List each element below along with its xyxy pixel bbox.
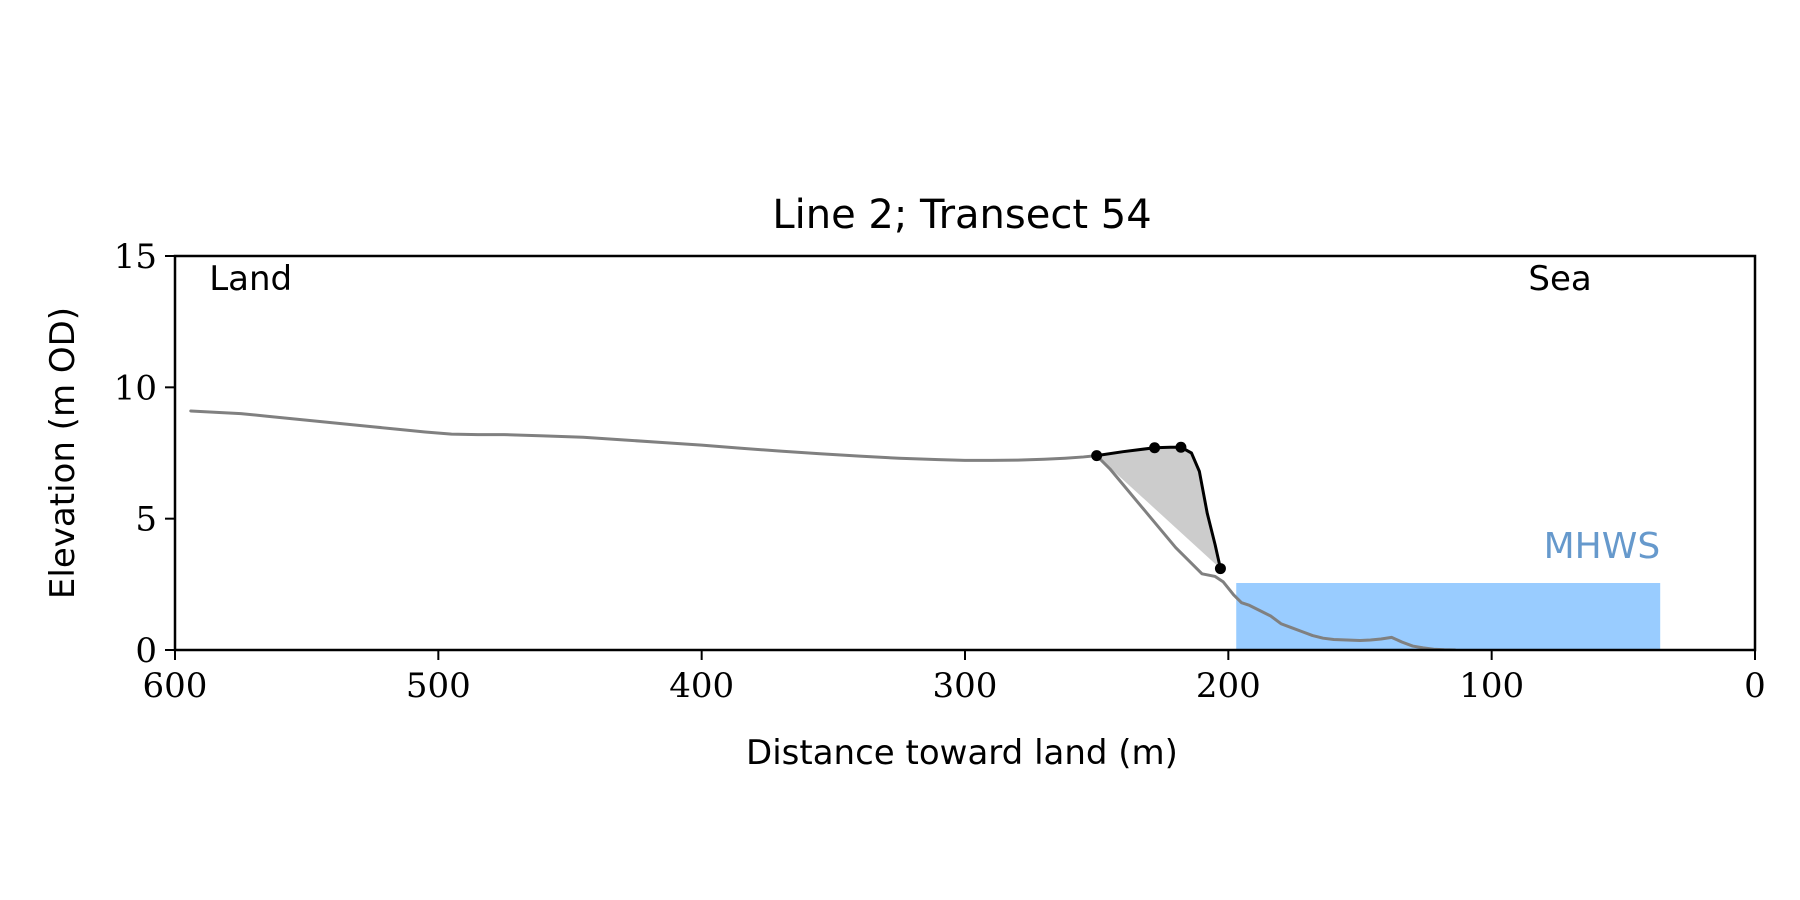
chart-title: Line 2; Transect 54 [772,192,1151,238]
plot-area [189,409,1661,650]
annotations: Land Sea MHWS [209,259,1660,567]
profile-marker [1214,563,1226,575]
x-axis-label: Distance toward land (m) [746,733,1178,773]
y-tick-label: 15 [114,237,157,277]
plot-layer [189,409,1661,650]
x-tick-label: 0 [1744,666,1766,706]
annotation-mhws: MHWS [1544,526,1661,567]
mhws-water-fill [1236,583,1661,650]
x-tick-label: 500 [406,666,471,706]
y-axis: 0 5 10 15 [114,237,175,671]
annotation-sea: Sea [1528,259,1591,299]
x-tick-label: 100 [1459,666,1524,706]
y-tick-label: 0 [135,631,157,671]
x-tick-label: 600 [143,666,208,706]
x-axis: 600 500 400 300 200 100 0 [143,650,1766,706]
profile-marker [1091,450,1103,462]
profile-marker [1149,442,1161,454]
y-tick-label: 10 [114,368,157,408]
y-axis-label: Elevation (m OD) [43,307,83,599]
annotation-land: Land [209,259,292,299]
x-tick-label: 200 [1196,666,1261,706]
y-tick-label: 5 [135,500,157,540]
profile-marker [1175,441,1187,453]
ground-profile-line [189,409,1457,650]
x-tick-label: 300 [933,666,998,706]
dune-shaded-area [1096,447,1221,569]
x-tick-label: 400 [669,666,734,706]
dune-profile-line [1095,445,1222,571]
